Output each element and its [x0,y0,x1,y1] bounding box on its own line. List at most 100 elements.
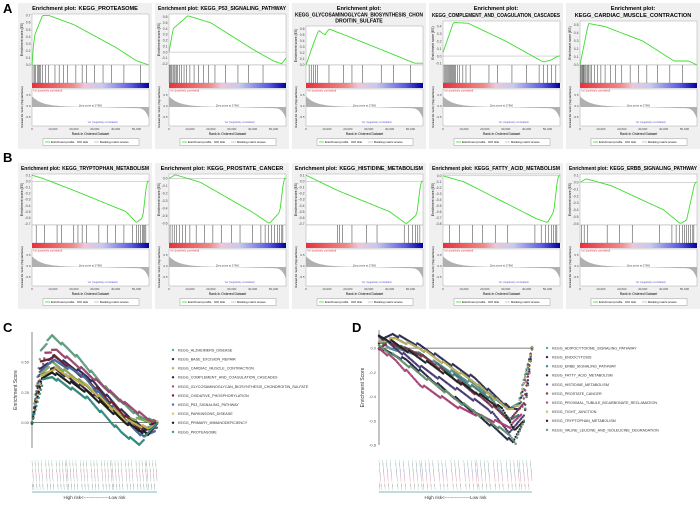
hits-area [305,224,424,244]
legend-label: KEGG_FATTY_ACID_METABOLISM [552,374,613,378]
x-tick-label: 10,000 [48,127,58,131]
series-point [466,380,469,384]
series-point [477,394,480,397]
x-tick-label: 30,000 [638,287,648,291]
metric-axis-label: Ranked list metric (Signal2Noise) [431,246,435,287]
series-point [66,367,69,370]
x-tick-label: 20,000 [617,127,627,131]
plot-title: Enrichment plot:KEGG_HISTIDINE_METABOLIS… [295,166,423,172]
legend-hits-label: Hits [83,300,89,304]
hits-area [31,64,150,84]
zero-cross-label: Zero cross at 27960 [353,104,377,108]
x-tick-label: 40,000 [522,287,532,291]
metric-tick-label: -0.5 [25,115,31,119]
metric-tick-label: 0.5 [574,253,579,257]
y-tick-label: -0.2 [162,192,168,196]
series-point [50,357,54,360]
x-axis-label: Rank in Ordered Dataset [209,132,247,136]
series-point [390,353,393,357]
title-name: KEGG_P53_SIGNALING_PATHWAY [200,6,286,12]
series-point [521,387,524,391]
series-point [521,390,524,393]
series-point [151,420,154,424]
x-tick-label: 40,000 [522,127,532,131]
es-axis-label: Enrichment score (ES) [294,183,298,216]
series-point [52,360,55,363]
series-point [36,393,39,396]
legend-label: KEGG_PROXIMAL_TUBULE_BICARBONATE_RECLAMA… [552,401,657,405]
y-tick-label: -0.4 [299,204,305,208]
series-point [396,336,400,339]
zero-cross-label: Zero cross at 27960 [216,104,240,108]
legend-marker [171,348,175,352]
y-tick-label: -0.6 [25,216,31,220]
series-point [40,384,44,387]
y-tick-label: -0.4 [573,208,579,212]
legend-marker [171,403,175,406]
series-point [491,399,494,402]
legend-profile-label: Enrichment profile [599,140,623,144]
series-point [487,408,490,411]
y-tick-label: 0.2 [300,51,305,55]
series-point [410,374,413,378]
y-axis-label: Enrichment Score [360,367,366,407]
series-point [522,402,525,405]
y-tick-label: -0.6 [162,222,168,226]
legend-marker [171,385,175,388]
series-point [511,438,515,441]
series-point [38,367,41,370]
x-tick-label: 10,000 [596,287,606,291]
series-point [525,368,528,371]
series-point [36,384,39,388]
legend-hits-label: Hits [357,300,363,304]
title-prefix: Enrichment plot: [295,166,338,172]
series-point [406,370,409,373]
y-tick-label: 0.0 [437,174,442,178]
y-tick-label: -0.5 [573,215,579,219]
gsea-plot-kegg_cardiac_muscle_contraction: Enrichment plot:KEGG_CARDIAC_MUSCLE_CONT… [566,3,700,149]
series-point [461,403,464,406]
panel-label-a: A [3,1,13,16]
es-plot-area [168,13,287,66]
series-point [69,388,73,391]
series-point [511,425,515,429]
negatively-correlated-label: 'na' (negatively correlated) [361,280,391,284]
series-point [411,376,415,379]
series-point [517,420,520,424]
series-point [388,340,392,344]
x-tick-label: 0 [579,287,581,291]
legend-profile-label: Enrichment profile [325,140,349,144]
y-tick-label: 0.6 [26,21,31,25]
x-tick-label: 20,000 [343,127,353,131]
positively-correlated-label: 'na' (positively correlated) [33,89,62,93]
series-point [530,345,534,349]
y-tick-label: 0.3 [26,42,31,46]
legend-profile-label: Enrichment profile [188,140,212,144]
series-point [528,371,531,375]
metric-tick-label: 0.5 [300,253,305,257]
legend-box [590,138,688,146]
series-point [529,357,532,360]
legend-label: KEGG_PARKINSONS_DISEASE [178,412,233,416]
metric-axis-label: Ranked list metric (Signal2Noise) [20,246,24,287]
y-tick-label: -0.7 [25,222,31,226]
rank-color-bar [306,83,423,88]
x-tick-label: 50,000 [680,287,690,291]
legend-marker [171,394,175,397]
series-point [127,437,131,440]
legend-profile-label: Enrichment profile [188,300,212,304]
series-point [458,372,461,376]
es-axis-label: Enrichment score (ES) [568,26,572,59]
x-tick-label: 10,000 [185,127,195,131]
series-point [386,354,389,357]
ranking-metric-area [169,256,286,279]
metric-tick-label: 0.0 [300,104,305,108]
metric-tick-label: 0.5 [300,93,305,97]
x-tick-label: 50,000 [543,287,553,291]
series-point [395,360,398,363]
legend-label: KEGG_PROTEASOME [178,430,217,434]
series-point [510,416,513,419]
series-point [407,366,411,369]
title-prefix: Enrichment plot: [158,6,199,12]
rank-color-bar [169,83,286,88]
